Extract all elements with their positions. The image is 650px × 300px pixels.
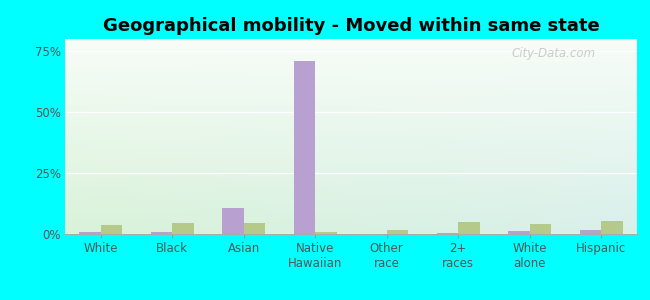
Bar (458, 222, 480, 234)
Bar (601, 220, 623, 234)
Title: Geographical mobility - Moved within same state: Geographical mobility - Moved within sam… (103, 17, 599, 35)
Bar (79, 232, 101, 234)
Bar (437, 233, 458, 234)
Bar (315, 232, 337, 234)
Bar (508, 231, 530, 234)
Bar (580, 230, 601, 234)
Text: City-Data.com: City-Data.com (511, 47, 595, 60)
Bar (172, 223, 194, 234)
Bar (151, 232, 172, 234)
Bar (387, 230, 408, 234)
Bar (244, 223, 265, 234)
Bar (222, 208, 244, 234)
Bar (294, 61, 315, 234)
Bar (101, 226, 122, 234)
Bar (530, 224, 551, 234)
